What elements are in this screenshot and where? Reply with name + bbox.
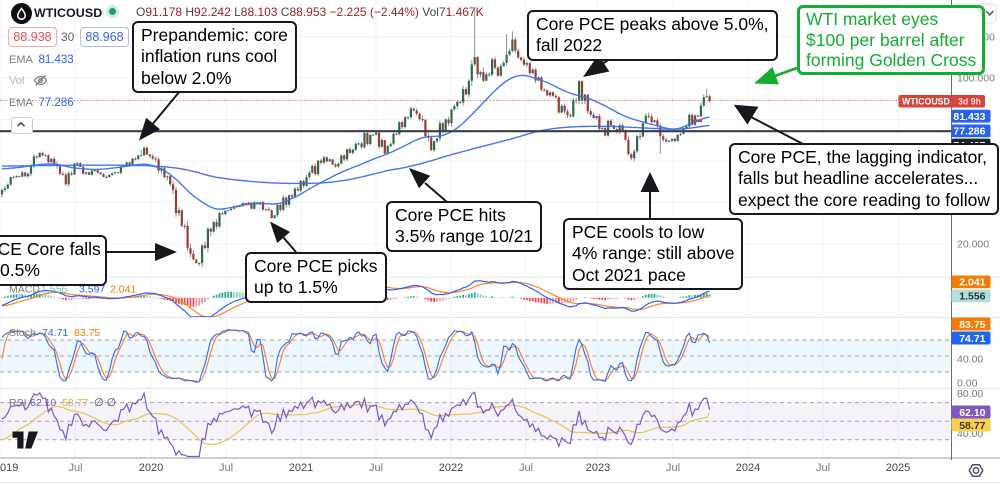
svg-text:20.000: 20.000: [957, 239, 989, 251]
svg-text:2024: 2024: [736, 462, 760, 474]
svg-text:Jul: Jul: [519, 462, 533, 474]
svg-text:2021: 2021: [289, 462, 313, 474]
svg-text:2020: 2020: [139, 462, 163, 474]
svg-text:80.00: 80.00: [957, 388, 983, 400]
svg-text:2023: 2023: [586, 462, 610, 474]
svg-text:Jul: Jul: [816, 462, 830, 474]
svg-text:3d 9h: 3d 9h: [958, 97, 981, 107]
svg-text:Jul: Jul: [68, 462, 82, 474]
svg-text:74.71: 74.71: [42, 327, 68, 339]
svg-text:62.10: 62.10: [30, 397, 56, 409]
svg-text:77.286: 77.286: [953, 126, 985, 138]
svg-text:3.597: 3.597: [79, 284, 105, 296]
svg-text:0.00: 0.00: [957, 378, 978, 390]
svg-text:2.041: 2.041: [110, 284, 136, 296]
svg-text:74.71: 74.71: [959, 333, 985, 345]
svg-text:58.77: 58.77: [959, 420, 985, 432]
svg-text:1.556: 1.556: [959, 291, 985, 303]
svg-text:81.433: 81.433: [953, 111, 985, 123]
svg-text:Jul: Jul: [666, 462, 680, 474]
svg-text:Jul: Jul: [219, 462, 233, 474]
svg-text:58.77: 58.77: [62, 397, 88, 409]
svg-text:MACD: MACD: [9, 284, 40, 296]
svg-text:RSI: RSI: [9, 397, 27, 409]
svg-text:83.75: 83.75: [959, 319, 985, 331]
svg-text:40.00: 40.00: [957, 354, 983, 366]
svg-text:2.041: 2.041: [959, 277, 985, 289]
svg-text:83.75: 83.75: [74, 327, 100, 339]
svg-text:2022: 2022: [439, 462, 463, 474]
svg-text:WTICOUSD: WTICOUSD: [902, 97, 950, 107]
svg-text:62.10: 62.10: [959, 407, 985, 419]
svg-text:1.556: 1.556: [41, 284, 67, 296]
svg-text:∅ ∅: ∅ ∅: [94, 397, 116, 409]
svg-text:Jul: Jul: [369, 462, 383, 474]
svg-text:2025: 2025: [886, 462, 910, 474]
svg-text:100.000: 100.000: [957, 73, 995, 85]
svg-text:019: 019: [0, 462, 18, 474]
svg-text:Stoch: Stoch: [9, 327, 36, 339]
